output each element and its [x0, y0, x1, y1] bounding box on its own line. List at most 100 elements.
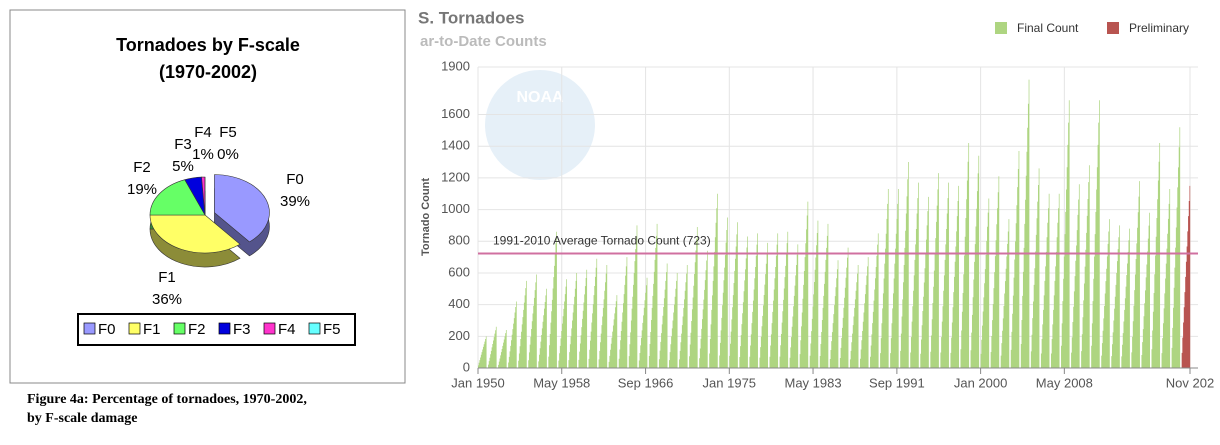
bar	[1071, 184, 1080, 368]
x-tick-label: Sep 1991	[869, 375, 925, 390]
bar	[568, 272, 578, 368]
legend-swatch	[128, 322, 141, 335]
bar	[618, 257, 628, 368]
bar	[950, 185, 960, 368]
y-tick-label: 600	[448, 264, 470, 279]
x-tick-label: Jan 1975	[703, 375, 757, 390]
bar	[960, 143, 970, 368]
legend-label: F0	[98, 321, 116, 338]
bar	[920, 196, 929, 368]
x-tick-label: Sep 1966	[618, 375, 674, 390]
bar	[679, 265, 688, 368]
bar	[859, 257, 869, 368]
legend-label: F1	[143, 321, 161, 338]
pie-panel	[9, 9, 406, 384]
y-tick-label: 1200	[441, 169, 470, 184]
legend-swatch	[263, 322, 276, 335]
bar	[578, 269, 588, 368]
bar	[789, 244, 799, 368]
bar	[558, 279, 567, 368]
bar	[1121, 228, 1130, 368]
bar	[1161, 188, 1171, 368]
bar	[1171, 127, 1181, 368]
y-tick-label: 0	[463, 359, 470, 374]
bar	[598, 265, 608, 368]
slice-value-label: 36%	[152, 291, 182, 308]
slice-value-label: 0%	[217, 146, 239, 163]
bar	[1061, 100, 1070, 368]
slice-label: F0	[286, 171, 304, 188]
bar	[940, 182, 949, 368]
bar	[1091, 100, 1100, 368]
bar	[980, 198, 990, 368]
bar	[729, 222, 738, 368]
legend-label: F5	[323, 321, 341, 338]
bar	[1131, 181, 1140, 368]
legend-label: Final Count	[1017, 21, 1079, 35]
bar	[799, 201, 809, 368]
bar	[910, 182, 919, 368]
slice-label: F4	[194, 124, 212, 141]
bar	[870, 233, 879, 368]
bar	[488, 326, 497, 368]
bar	[1111, 225, 1120, 368]
pie-slice	[149, 179, 206, 216]
bar	[699, 250, 708, 368]
bar	[759, 242, 769, 368]
legend-swatch	[1107, 22, 1119, 34]
bar	[739, 236, 748, 368]
legend-label: F2	[188, 321, 206, 338]
slice-label: F5	[219, 124, 237, 141]
bar	[668, 272, 678, 368]
slice-label: F1	[158, 269, 176, 286]
x-tick-label: Jan 1950	[451, 375, 505, 390]
y-tick-label: 1400	[441, 138, 470, 153]
y-tick-label: 400	[448, 296, 470, 311]
slice-value-label: 5%	[172, 158, 194, 175]
bar	[1081, 165, 1090, 368]
x-tick-label: Jan 2000	[954, 375, 1008, 390]
bar	[548, 231, 557, 368]
slice-value-label: 1%	[192, 146, 214, 163]
reference-label: 1991-2010 Average Tornado Count (723)	[493, 234, 711, 248]
bar	[508, 301, 517, 368]
bar	[528, 274, 537, 368]
bar	[880, 188, 889, 368]
bar	[538, 288, 547, 368]
pie-subtitle: (1970-2002)	[159, 62, 257, 82]
bar	[518, 280, 527, 368]
bar	[769, 233, 779, 368]
bar	[1141, 212, 1150, 368]
bar	[1000, 219, 1010, 368]
bar	[478, 336, 487, 368]
bar	[658, 263, 668, 368]
x-tick-label: May 1983	[784, 375, 841, 390]
logo-text: NOAA	[516, 89, 564, 106]
pie-slice	[214, 174, 270, 243]
bar	[890, 188, 899, 368]
slice-value-label: 19%	[127, 181, 157, 198]
legend-label: Preliminary	[1129, 21, 1189, 35]
bar	[839, 247, 849, 368]
bar	[498, 329, 507, 368]
x-tick-label: May 2008	[1036, 375, 1093, 390]
bar	[648, 223, 658, 368]
slice-value-label: 39%	[280, 193, 310, 210]
slice-label: F3	[174, 136, 192, 153]
x-tick-label: Nov 202	[1166, 375, 1214, 390]
bar	[719, 217, 728, 368]
y-tick-label: 1600	[441, 106, 470, 121]
legend-swatch	[308, 322, 321, 335]
y-tick-label: 200	[448, 328, 470, 343]
pie-legend-box	[77, 313, 356, 346]
bar	[900, 162, 909, 368]
slice-label: F2	[133, 159, 151, 176]
bar	[819, 223, 829, 368]
legend-label: F3	[233, 321, 251, 338]
legend-label: F4	[278, 321, 296, 338]
y-tick-label: 1000	[441, 201, 470, 216]
legend-swatch	[218, 322, 231, 335]
bar	[809, 220, 819, 368]
bar	[1101, 219, 1110, 368]
